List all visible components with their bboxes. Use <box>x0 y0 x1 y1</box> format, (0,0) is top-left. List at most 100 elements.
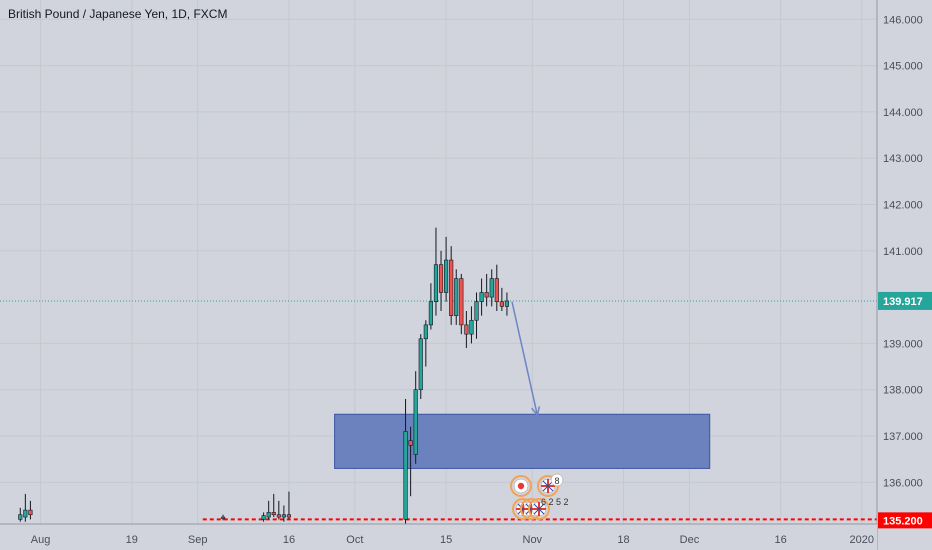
candle-body-4 <box>261 515 266 520</box>
event-marker-stack-3-diag-2 <box>533 503 545 515</box>
candle-15 <box>428 283 433 330</box>
candle-26 <box>484 273 489 307</box>
symbol-title: British Pound / Japanese Yen, 1D, FXCM <box>8 7 228 21</box>
candle-17 <box>438 250 444 311</box>
current-price-badge-bg <box>878 291 932 310</box>
candle-7 <box>276 500 281 520</box>
time-tick-label: Sep <box>188 534 208 546</box>
support-price-badge: 135.200 <box>883 515 923 527</box>
price-tick-label: 144.000 <box>883 107 923 119</box>
event-count-badge-bg <box>550 473 564 487</box>
price-tick-label: 137.000 <box>883 431 923 443</box>
candle-1 <box>23 493 28 522</box>
candle-body-0 <box>18 514 23 520</box>
candle-22 <box>464 310 469 349</box>
candle-body-20 <box>454 278 459 316</box>
event-markers-layer: 8 6 2 5 2 <box>510 473 569 520</box>
time-tick-label: 18 <box>617 534 629 546</box>
candle-29 <box>499 287 504 311</box>
event-counts-label: 6 2 5 2 <box>541 497 569 507</box>
candle-body-28 <box>494 278 499 303</box>
price-tick-label: 141.000 <box>883 246 923 258</box>
event-marker-stack-3-ring <box>528 498 550 520</box>
candle-0 <box>18 507 23 522</box>
projection-arrow-shaft <box>511 301 539 416</box>
candle-body-9 <box>286 514 292 518</box>
candle-5 <box>266 500 271 520</box>
event-marker-jp-flag <box>510 475 532 497</box>
candle-body-6 <box>271 512 276 516</box>
candle-12 <box>413 371 418 464</box>
time-tick-label: 19 <box>126 534 138 546</box>
event-count-badge: 8 <box>554 476 559 486</box>
time-tick-label: 16 <box>775 534 787 546</box>
candle-28 <box>494 264 499 311</box>
candle-body-14 <box>423 324 428 340</box>
projection-arrow-head <box>531 406 541 417</box>
candle-body-7 <box>276 514 281 518</box>
candle-9 <box>286 491 292 520</box>
candle-body-1 <box>23 509 28 518</box>
target-zone-layer <box>334 413 711 469</box>
price-tick-label: 142.000 <box>883 199 923 211</box>
candle-2 <box>28 500 33 520</box>
support-price-badge-bg <box>878 512 932 529</box>
candle-24 <box>474 292 479 339</box>
target-zone-rectangle <box>334 413 711 469</box>
candle-4 <box>261 512 266 522</box>
time-tick-label: 16 <box>283 534 295 546</box>
candle-16 <box>433 227 439 316</box>
price-tick-label: 136.000 <box>883 477 923 489</box>
price-tick-label: 145.000 <box>883 61 923 73</box>
candle-body-19 <box>449 259 454 316</box>
candle-21 <box>459 273 464 335</box>
candle-body-17 <box>438 264 444 293</box>
candle-body-26 <box>484 292 489 298</box>
time-tick-label: Dec <box>680 534 700 546</box>
candle-body-29 <box>499 301 504 307</box>
candle-body-25 <box>479 292 484 303</box>
price-axis-panel <box>877 0 932 550</box>
candle-25 <box>479 278 484 316</box>
candle-body-30 <box>504 300 510 307</box>
candle-body-12 <box>413 389 418 455</box>
time-axis-panel <box>0 524 877 550</box>
candle-18 <box>444 236 449 302</box>
price-tick-label: 138.000 <box>883 385 923 397</box>
chart-grid <box>0 0 877 524</box>
time-tick-label: Aug <box>31 534 51 546</box>
candle-body-27 <box>489 278 494 298</box>
event-marker-jp-flag-sun <box>517 482 525 490</box>
candle-14 <box>423 320 428 367</box>
candle-8 <box>281 505 286 522</box>
candle-body-16 <box>433 264 439 303</box>
candle-11 <box>408 426 413 497</box>
candle-body-21 <box>459 278 464 326</box>
price-tick-label: 146.000 <box>883 14 923 26</box>
candle-23 <box>469 306 474 344</box>
candle-27 <box>489 269 494 307</box>
candle-body-23 <box>469 319 474 335</box>
candle-body-3 <box>220 516 226 519</box>
projection-arrow-layer <box>511 301 541 417</box>
time-tick-label: Oct <box>346 534 363 546</box>
time-tick-label: Nov <box>523 534 543 546</box>
event-marker-stack-3 <box>528 498 550 520</box>
candle-body-10 <box>403 431 408 520</box>
candle-body-15 <box>428 301 433 326</box>
price-tick-label: 139.000 <box>883 338 923 350</box>
candle-20 <box>454 269 459 325</box>
candle-3 <box>220 514 226 521</box>
candle-13 <box>418 334 423 399</box>
candle-30 <box>504 292 510 316</box>
candle-body-11 <box>408 440 413 446</box>
candle-body-2 <box>28 509 33 516</box>
candle-body-24 <box>474 301 479 321</box>
price-tick-label: 143.000 <box>883 153 923 165</box>
candlestick-series <box>18 227 510 524</box>
candle-body-22 <box>464 324 469 335</box>
time-tick-label: 15 <box>440 534 452 546</box>
